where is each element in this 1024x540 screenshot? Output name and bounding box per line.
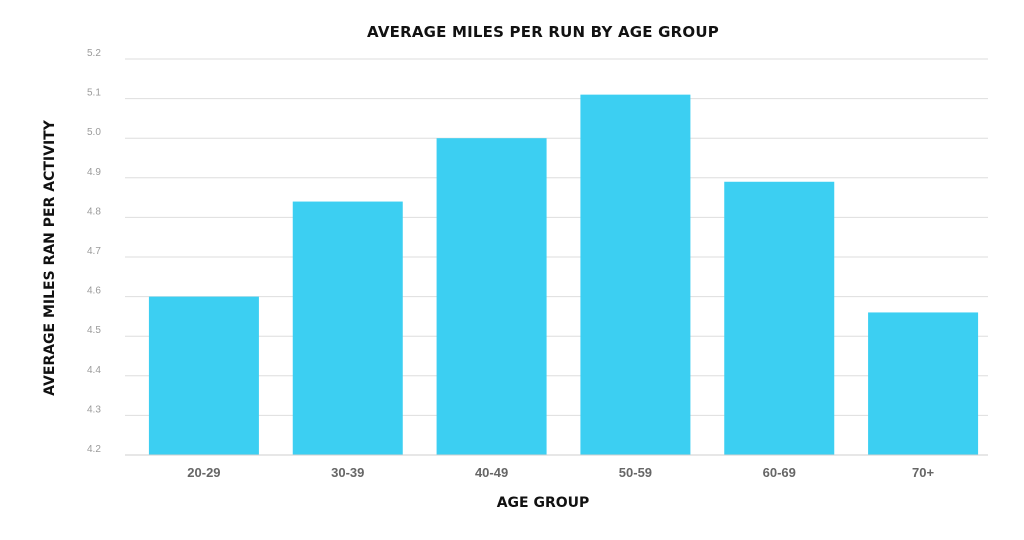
bar-70+ (868, 312, 979, 455)
y-tick-label: 5.0 (87, 127, 101, 138)
bar-50-59 (580, 94, 691, 455)
bar-30-39 (292, 201, 403, 455)
x-tick-label: 70+ (912, 465, 934, 480)
y-tick-label: 4.3 (87, 404, 101, 415)
y-tick-label: 4.5 (87, 325, 101, 336)
y-tick-label: 4.4 (87, 365, 101, 376)
x-tick-label: 30-39 (331, 465, 364, 480)
x-axis-ticks: 20-29 30-39 40-49 50-59 60-69 70+ (187, 465, 934, 480)
bars (148, 94, 979, 455)
y-tick-label: 4.7 (87, 246, 101, 257)
y-tick-label: 4.8 (87, 206, 101, 217)
x-tick-label: 40-49 (475, 465, 508, 480)
x-tick-label: 60-69 (763, 465, 796, 480)
x-axis-title: AGE GROUP (497, 495, 590, 511)
y-tick-label: 4.9 (87, 167, 101, 178)
y-tick-label: 4.2 (87, 444, 101, 455)
bar-60-69 (724, 181, 835, 455)
gridlines (125, 58, 988, 416)
y-axis-ticks: 4.2 4.3 4.4 4.5 4.6 4.7 4.8 4.9 5.0 5.1 5.2 (87, 48, 101, 455)
y-tick-label: 5.1 (87, 88, 101, 99)
y-axis-title: AVERAGE MILES RAN PER ACTIVITY (42, 119, 58, 396)
bar-20-29 (148, 296, 259, 455)
y-tick-label: 5.2 (87, 48, 101, 59)
x-tick-label: 20-29 (187, 465, 220, 480)
chart-title: AVERAGE MILES PER RUN BY AGE GROUP (367, 23, 719, 41)
bar-40-49 (436, 138, 547, 455)
x-tick-label: 50-59 (619, 465, 652, 480)
y-tick-label: 4.6 (87, 286, 101, 297)
